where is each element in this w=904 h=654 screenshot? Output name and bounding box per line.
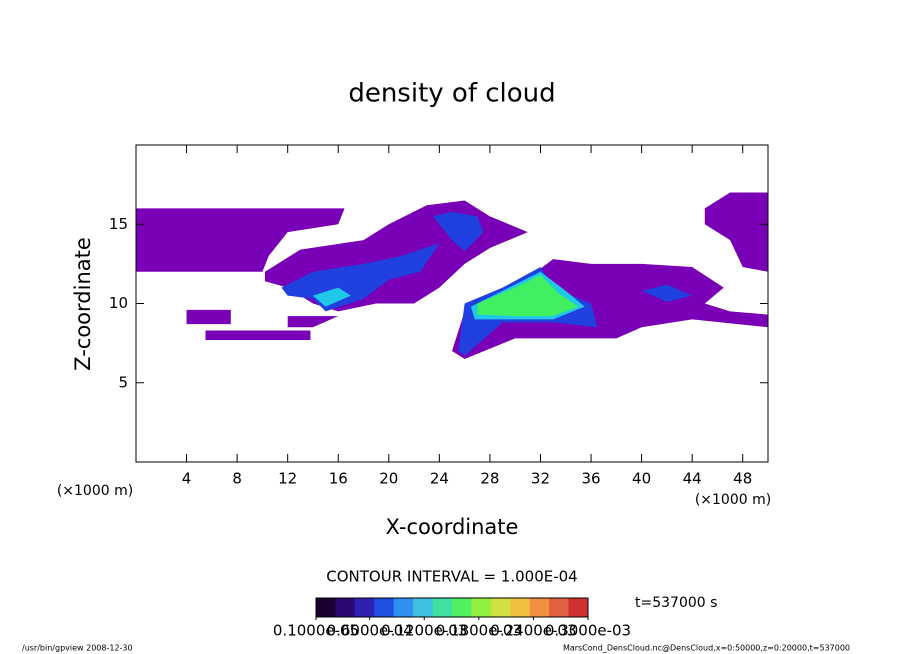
time-label: t=537000 s <box>635 595 717 611</box>
colorbar-cell <box>374 598 395 617</box>
x-tick-label: 8 <box>232 470 242 488</box>
x-tick-label: 44 <box>683 470 702 488</box>
footer-right: MarsCond_DensCloud.nc@DensCloud,x=0:5000… <box>563 644 850 653</box>
colorbar-cell <box>490 598 511 617</box>
contour-region <box>205 330 311 340</box>
contour-region <box>312 287 351 307</box>
x-axis-label: X-coordinate <box>386 515 519 539</box>
colorbar-cell <box>393 598 414 617</box>
colorbar-frame <box>315 597 589 618</box>
x-tick-label: 20 <box>379 470 398 488</box>
contour-region <box>433 211 484 252</box>
contour-region <box>287 316 339 328</box>
x-tick-label: 36 <box>581 470 600 488</box>
y-unit: (×1000 m) <box>57 483 133 499</box>
contour-region <box>704 192 768 272</box>
x-tick-label: 16 <box>329 470 348 488</box>
colorbar-cell <box>335 598 356 617</box>
y-tick-label: 15 <box>109 215 128 233</box>
contour-interval: CONTOUR INTERVAL = 1.000E-04 <box>326 568 577 586</box>
colorbar-cell <box>568 598 589 617</box>
colorbar-cell <box>510 598 531 617</box>
colorbar-cell <box>549 598 570 617</box>
colorbar-cell <box>452 598 472 617</box>
y-tick-label: 10 <box>109 294 128 312</box>
contour-region <box>477 274 579 317</box>
colorbar-cell <box>316 598 336 617</box>
x-tick-label: 48 <box>733 470 752 488</box>
x-tick-label: 28 <box>480 470 499 488</box>
contour-region <box>186 309 231 325</box>
colorbar-cell <box>432 598 453 617</box>
colorbar-tick-label: 0.3000e-03 <box>545 622 631 640</box>
x-tick-label: 4 <box>182 470 192 488</box>
colorbar-tick-label: 0.1000e-05 <box>273 622 359 640</box>
colorbar-tick-label: 0.2400e-03 <box>490 622 576 640</box>
colorbar-tick-label: 0.1800e-03 <box>436 622 522 640</box>
contour-region <box>136 208 345 272</box>
x-tick-label: 24 <box>430 470 449 488</box>
colorbar-tick-label: 0.1200e-03 <box>381 622 467 640</box>
y-axis-label: Z-coordinate <box>71 237 95 371</box>
y-tick-label: 5 <box>118 373 128 391</box>
colorbar-cell <box>471 598 492 617</box>
chart-title: density of cloud <box>348 79 555 109</box>
x-unit: (×1000 m) <box>695 492 771 508</box>
x-tick-label: 40 <box>632 470 651 488</box>
colorbar-cell <box>529 598 550 617</box>
x-tick-label: 32 <box>531 470 550 488</box>
footer-left: /usr/bin/gpview 2008-12-30 <box>22 644 133 653</box>
colorbar-tick-label: 0.6000e-04 <box>327 622 413 640</box>
contour-region <box>641 284 693 302</box>
colorbar-cell <box>354 598 375 617</box>
colorbar-cell <box>413 598 434 617</box>
x-tick-label: 12 <box>278 470 297 488</box>
